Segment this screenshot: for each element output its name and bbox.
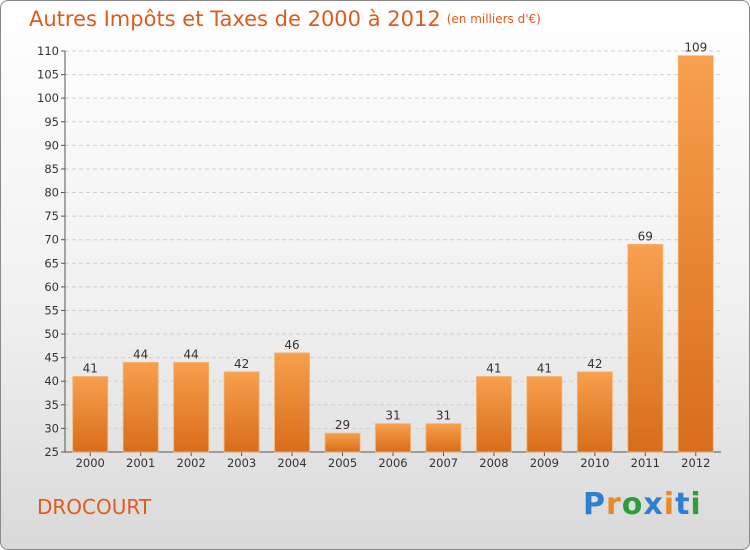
- bar-2006: [375, 423, 411, 453]
- x-tick-label: 2003: [227, 456, 256, 470]
- labels: 2000 41 2001 44 2002 44 2003 42 2004 46 2005 29 2006…: [76, 41, 711, 470]
- y-tick-label: 95: [44, 115, 59, 129]
- bar-2008: [476, 376, 512, 453]
- x-tick-label: 2005: [328, 456, 357, 470]
- logo-letter: x: [643, 487, 664, 522]
- x-tick-label: 2011: [631, 456, 660, 470]
- bar-2011: [627, 244, 664, 453]
- y-tick-label: 30: [44, 421, 59, 435]
- bar-2000: [72, 376, 109, 453]
- bar-2003: [223, 371, 260, 453]
- data-label: 41: [83, 362, 98, 376]
- x-tick-label: 2004: [277, 456, 306, 470]
- data-label: 44: [133, 347, 148, 361]
- y-tick-label: 60: [44, 280, 59, 294]
- bar-2010: [576, 371, 613, 453]
- y-tick-label: 35: [44, 398, 59, 412]
- bars: [72, 55, 714, 453]
- y-tick-label: 90: [44, 138, 59, 152]
- y-tick-label: 80: [44, 186, 59, 200]
- y-tick-label: 100: [37, 91, 59, 105]
- city-name: DROCOURT: [37, 495, 152, 519]
- data-label: 69: [638, 229, 653, 243]
- bar-2007: [425, 423, 462, 453]
- y-tick-label: 105: [37, 68, 59, 82]
- x-tick-label: 2002: [177, 456, 206, 470]
- data-label: 29: [335, 418, 350, 432]
- chart-unit: (en milliers d'€): [446, 12, 541, 26]
- bar-2001: [122, 361, 159, 453]
- data-label: 41: [486, 362, 501, 376]
- x-tick-label: 2008: [479, 456, 508, 470]
- bar-2005: [324, 432, 361, 453]
- bar-2004: [274, 352, 310, 453]
- data-label: 31: [436, 409, 451, 423]
- data-label: 42: [234, 357, 249, 371]
- x-tick-label: 2006: [378, 456, 407, 470]
- bar-2012: [677, 55, 714, 453]
- y-tick-label: 70: [44, 233, 59, 247]
- y-tick-label: 85: [44, 162, 59, 176]
- bar-2009: [526, 376, 563, 453]
- data-label: 42: [587, 357, 602, 371]
- x-tick-label: 2010: [580, 456, 609, 470]
- data-label: 109: [684, 41, 707, 55]
- logo-letter: t: [675, 487, 691, 522]
- data-label: 44: [184, 347, 199, 361]
- chart-title-text: Autres Impôts et Taxes de 2000 à 2012: [29, 7, 441, 31]
- x-tick-label: 2000: [76, 456, 105, 470]
- y-tick-label: 50: [44, 327, 59, 341]
- y-tick-label: 75: [44, 209, 59, 223]
- data-label: 41: [537, 362, 552, 376]
- y-tick-label: 55: [44, 303, 59, 317]
- logo-letter: o: [621, 487, 644, 522]
- data-label: 31: [385, 409, 400, 423]
- logo-letter: i: [663, 487, 676, 522]
- data-label: 46: [284, 338, 299, 352]
- y-tick-label: 65: [44, 256, 59, 270]
- y-tick-label: 25: [44, 445, 59, 459]
- bar-2002: [173, 361, 210, 453]
- logo-letter: P: [583, 487, 606, 522]
- logo-letter: r: [606, 487, 622, 522]
- grid-lines: [65, 50, 721, 453]
- x-tick-label: 2012: [681, 456, 710, 470]
- y-tick-label: 45: [44, 351, 59, 365]
- x-tick-label: 2007: [429, 456, 458, 470]
- x-tick-label: 2001: [126, 456, 155, 470]
- logo-letter: i: [690, 487, 702, 522]
- proxiti-logo: Proxiti: [583, 487, 702, 522]
- chart-title: Autres Impôts et Taxes de 2000 à 2012 (en…: [29, 7, 541, 31]
- y-tick-label: 40: [44, 374, 59, 388]
- x-tick-label: 2009: [530, 456, 559, 470]
- y-tick-label: 110: [37, 44, 59, 58]
